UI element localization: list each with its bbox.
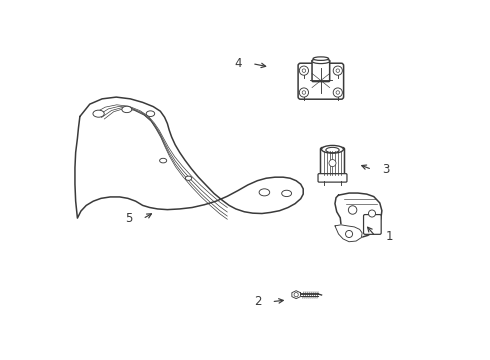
Circle shape bbox=[333, 88, 343, 97]
Ellipse shape bbox=[312, 59, 330, 64]
Circle shape bbox=[336, 69, 340, 72]
Ellipse shape bbox=[122, 106, 132, 113]
Text: 3: 3 bbox=[383, 163, 390, 176]
FancyBboxPatch shape bbox=[318, 174, 347, 182]
Circle shape bbox=[336, 91, 340, 94]
Circle shape bbox=[368, 210, 375, 217]
Circle shape bbox=[345, 230, 353, 238]
Circle shape bbox=[299, 66, 309, 75]
FancyBboxPatch shape bbox=[364, 215, 381, 234]
Ellipse shape bbox=[282, 190, 292, 197]
Text: 2: 2 bbox=[254, 295, 262, 308]
Polygon shape bbox=[75, 97, 303, 218]
Circle shape bbox=[302, 69, 306, 72]
FancyBboxPatch shape bbox=[320, 148, 344, 179]
Circle shape bbox=[348, 206, 357, 214]
Ellipse shape bbox=[326, 147, 339, 153]
Ellipse shape bbox=[259, 189, 270, 196]
Ellipse shape bbox=[160, 158, 167, 163]
Ellipse shape bbox=[313, 57, 329, 60]
Text: 4: 4 bbox=[235, 57, 242, 70]
Polygon shape bbox=[335, 193, 382, 238]
Polygon shape bbox=[292, 291, 300, 298]
Circle shape bbox=[329, 159, 336, 167]
Circle shape bbox=[333, 66, 343, 75]
FancyBboxPatch shape bbox=[298, 63, 343, 99]
Ellipse shape bbox=[146, 111, 155, 117]
Ellipse shape bbox=[321, 145, 343, 153]
Text: 5: 5 bbox=[125, 212, 133, 225]
Circle shape bbox=[302, 91, 306, 94]
Ellipse shape bbox=[185, 176, 192, 180]
Text: 1: 1 bbox=[386, 230, 393, 243]
Ellipse shape bbox=[93, 110, 104, 117]
FancyBboxPatch shape bbox=[312, 60, 330, 82]
Polygon shape bbox=[335, 225, 362, 242]
Circle shape bbox=[294, 293, 298, 297]
Circle shape bbox=[299, 88, 309, 97]
